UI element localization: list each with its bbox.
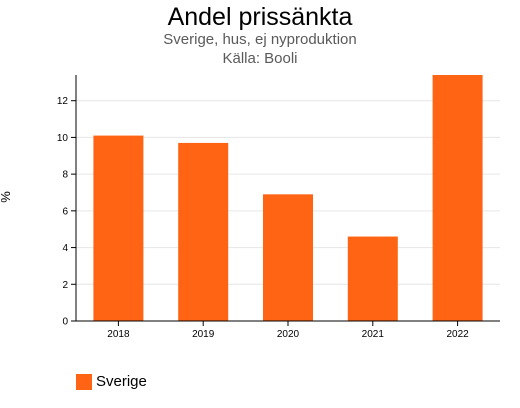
- legend: Sverige: [76, 373, 147, 390]
- legend-swatch: [76, 373, 92, 390]
- y-tick-label: 6: [62, 206, 68, 217]
- y-tick-label: 8: [62, 170, 68, 181]
- x-tick-label: 2022: [446, 329, 469, 340]
- y-axis-ticks: 0 2 4 6 8 10 12: [57, 96, 76, 328]
- chart-title: Andel prissänkta: [167, 3, 353, 31]
- y-tick-label: 0: [62, 317, 68, 328]
- bar-2022: [432, 75, 483, 321]
- bar-2019: [178, 142, 229, 321]
- x-tick-label: 2021: [362, 329, 385, 340]
- x-tick-label: 2020: [277, 329, 300, 340]
- chart-subtitle: Sverige, hus, ej nyproduktion: [163, 31, 357, 48]
- bar-2018: [93, 135, 144, 321]
- y-tick-label: 10: [57, 133, 69, 144]
- bars: [93, 75, 483, 321]
- y-tick-label: 12: [57, 96, 69, 107]
- bar-2020: [263, 194, 313, 321]
- bar-2021: [347, 236, 398, 321]
- chart-source: Källa: Booli: [222, 50, 298, 67]
- x-axis-ticks: 2018 2019 2020 2021 2022: [107, 321, 469, 340]
- y-tick-label: 2: [62, 280, 68, 291]
- x-tick-label: 2019: [192, 329, 215, 340]
- y-axis-label: %: [0, 191, 13, 203]
- legend-label-sverige: Sverige: [96, 373, 147, 390]
- y-tick-label: 4: [62, 243, 68, 254]
- x-tick-label: 2018: [107, 329, 130, 340]
